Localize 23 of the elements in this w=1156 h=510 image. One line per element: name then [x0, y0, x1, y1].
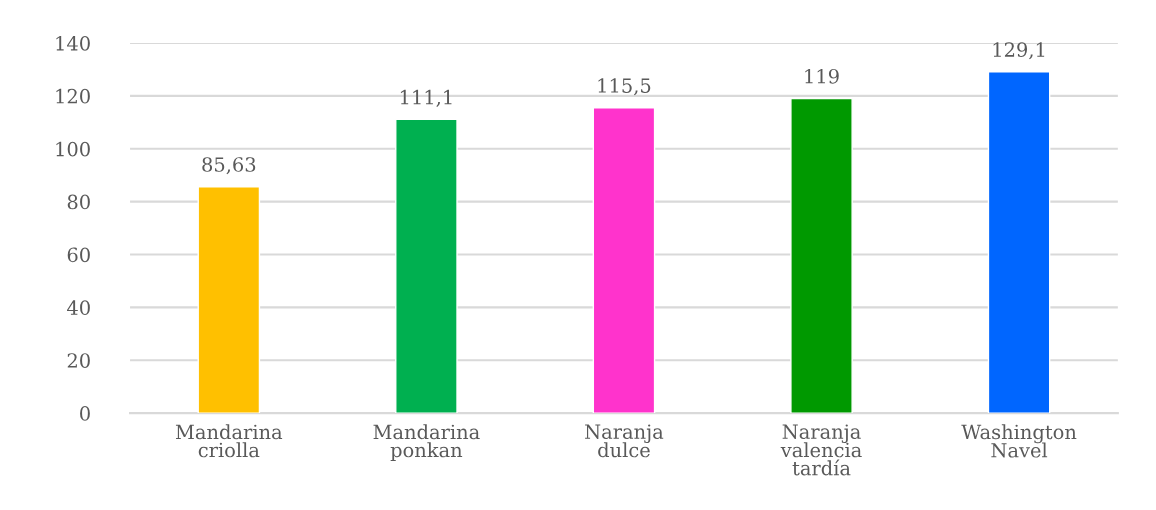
y-tick-label: 100 [56, 141, 90, 157]
data-label: 129,1 [993, 42, 1045, 60]
y-tick-label: 120 [56, 88, 90, 104]
data-label: 119 [805, 68, 839, 84]
data-label: 85,63 [202, 157, 256, 175]
data-label: 111,1 [400, 89, 452, 107]
bar [197, 186, 261, 414]
bar [790, 97, 853, 414]
x-tick-label: Naranja valencia tardía [780, 424, 862, 476]
bar [592, 107, 656, 414]
x-tick-label: Mandarina ponkan [373, 424, 480, 462]
y-tick-label: 60 [67, 247, 90, 263]
y-tick-label: 140 [56, 35, 90, 51]
x-tick-label: Naranja dulce [585, 424, 664, 458]
y-tick-label: 80 [67, 194, 90, 210]
bar [987, 71, 1051, 414]
y-tick-label: 40 [67, 300, 90, 316]
x-tick-label: Washington Navel [961, 424, 1077, 458]
data-label: 115,5 [598, 78, 651, 96]
bar [395, 118, 458, 414]
y-tick-label: 20 [67, 353, 90, 368]
y-tick-label: 0 [80, 406, 90, 421]
x-tick-label: Mandarina criolla [175, 424, 283, 458]
